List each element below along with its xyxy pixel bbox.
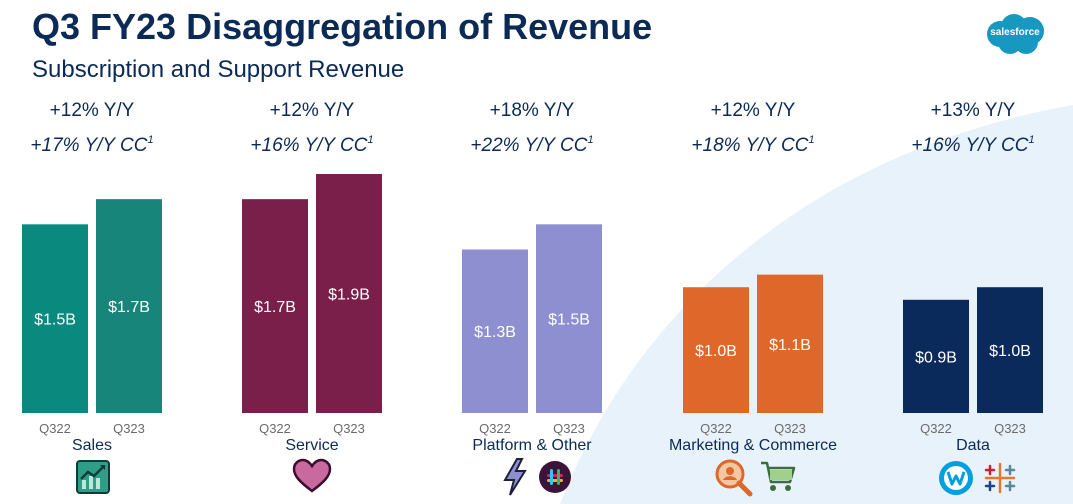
bar-value-label: $1.7B [108,299,150,316]
salesforce-logo: salesforce [982,12,1048,58]
period-tick-label: Q322 [39,421,71,436]
bar-service-q323 [316,174,382,413]
period-tick-label: Q323 [333,421,365,436]
sales-trend-icon [76,460,110,494]
bar-value-label: $1.1B [769,337,811,354]
footnote-marker: 1 [587,134,593,146]
growth-cc-label: +16% Y/Y CC1 [250,134,373,156]
marketing-search-icon [715,459,753,497]
period-tick-label: Q323 [774,421,806,436]
bar-value-label: $1.3B [474,324,516,341]
category-label: Data [956,437,990,454]
bar-sales-q323 [96,199,162,413]
growth-cc-label: +22% Y/Y CC1 [470,134,593,156]
period-tick-label: Q322 [479,421,511,436]
bar-marketing-commerce-q322 [683,287,749,413]
bar-sales-q322 [22,224,88,413]
period-tick-label: Q322 [259,421,291,436]
period-tick-label: Q323 [994,421,1026,436]
growth-cc-label: +18% Y/Y CC1 [691,134,814,156]
growth-yy-label: +13% Y/Y [931,100,1016,121]
period-tick-label: Q322 [700,421,732,436]
platform-lightning-icon [503,458,527,496]
category-label: Platform & Other [472,437,592,454]
bar-marketing-commerce-q323 [757,274,823,413]
bar-data-q323 [977,287,1043,413]
growth-cc-label: +16% Y/Y CC1 [911,134,1034,156]
category-label: Sales [72,437,112,454]
bar-platform-other-q323 [536,224,602,413]
page-subtitle: Subscription and Support Revenue [32,56,405,83]
bar-value-label: $1.9B [328,287,370,304]
bar-value-label: $1.5B [34,312,76,329]
period-tick-label: Q323 [553,421,585,436]
growth-cc-label: +17% Y/Y CC1 [30,134,153,156]
footnote-marker: 1 [367,134,373,146]
bar-value-label: $1.5B [548,312,590,329]
commerce-cart-icon [761,461,796,491]
category-label: Marketing & Commerce [669,437,837,454]
bar-data-q322 [903,299,969,413]
growth-yy-label: +12% Y/Y [270,100,355,121]
bar-platform-other-q322 [462,249,528,413]
footnote-marker: 1 [808,134,814,146]
service-heart-icon [292,458,332,493]
slack-icon [539,461,571,493]
period-tick-label: Q323 [113,421,145,436]
growth-yy-label: +18% Y/Y [490,100,575,121]
period-tick-label: Q322 [920,421,952,436]
footnote-marker: 1 [1028,134,1034,146]
growth-yy-label: +12% Y/Y [711,100,796,121]
bar-value-label: $1.0B [989,343,1031,360]
bar-value-label: $1.0B [695,343,737,360]
bar-value-label: $0.9B [915,349,957,366]
bar-value-label: $1.7B [254,299,296,316]
footnote-marker: 1 [147,134,153,146]
logo-text: salesforce [990,27,1040,38]
mulesoft-icon [939,461,973,495]
tableau-icon [984,462,1016,494]
growth-yy-label: +12% Y/Y [50,100,135,121]
page-title: Q3 FY23 Disaggregation of Revenue [32,6,653,47]
bar-service-q322 [242,199,308,413]
category-label: Service [285,437,338,454]
